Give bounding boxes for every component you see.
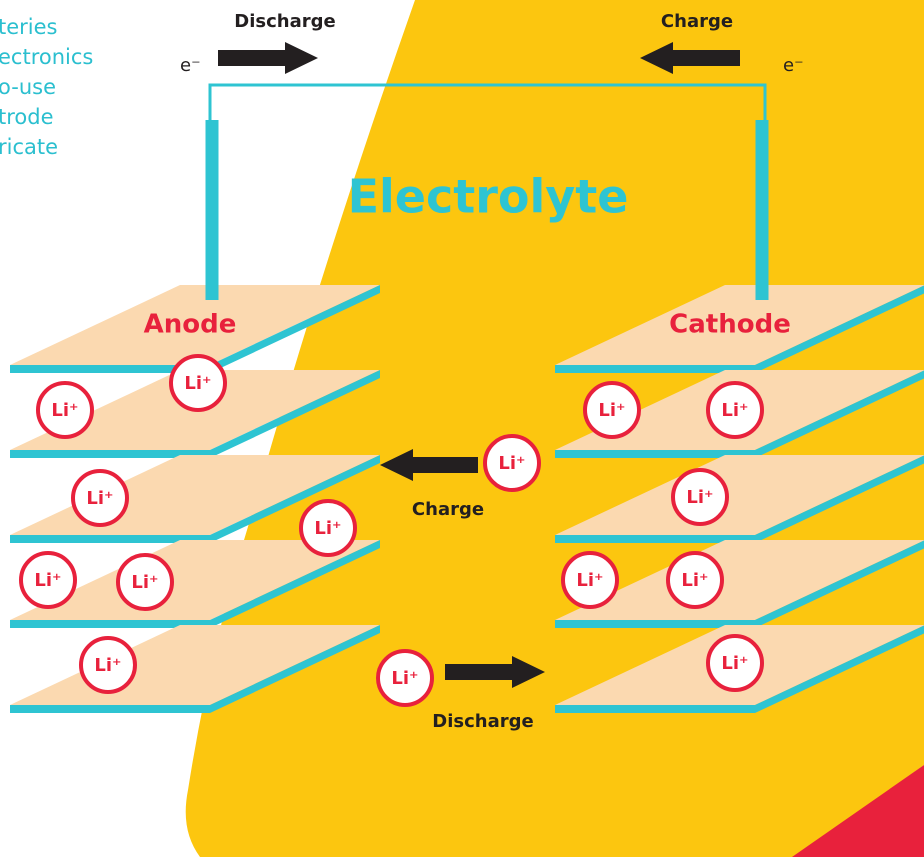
electrolyte-label: Electrolyte (348, 170, 629, 224)
electron-label: e⁻ (783, 55, 804, 76)
discharge-label: Discharge (432, 711, 533, 732)
ion-label: Li⁺ (314, 518, 341, 539)
ion-label: Li⁺ (686, 487, 713, 508)
ion-label: Li⁺ (51, 400, 78, 421)
anode-label: Anode (144, 310, 237, 340)
side-text-line: trode (0, 105, 54, 129)
ion: Li⁺ (708, 636, 762, 690)
discharge-arrow (218, 42, 318, 74)
ion-label: Li⁺ (598, 400, 625, 421)
ion-label: Li⁺ (131, 572, 158, 593)
cathode-label: Cathode (669, 310, 791, 340)
ion: Li⁺ (21, 553, 75, 607)
side-text-line: teries (0, 15, 57, 39)
charge-label: Charge (661, 11, 733, 32)
ion: Li⁺ (585, 383, 639, 437)
ion: Li⁺ (171, 356, 225, 410)
ion-label: Li⁺ (34, 570, 61, 591)
ion: Li⁺ (118, 555, 172, 609)
ion-label: Li⁺ (86, 488, 113, 509)
side-text-line: ricate (0, 135, 58, 159)
side-text-line: ectronics (0, 45, 93, 69)
ion-label: Li⁺ (721, 653, 748, 674)
ion: Li⁺ (81, 638, 135, 692)
ion: Li⁺ (485, 436, 539, 490)
ion-label: Li⁺ (498, 453, 525, 474)
ion-label: Li⁺ (94, 655, 121, 676)
ion-label: Li⁺ (391, 668, 418, 689)
ion: Li⁺ (673, 470, 727, 524)
ion: Li⁺ (563, 553, 617, 607)
ion: Li⁺ (668, 553, 722, 607)
ion: Li⁺ (708, 383, 762, 437)
ion-label: Li⁺ (681, 570, 708, 591)
ion-label: Li⁺ (576, 570, 603, 591)
discharge-label: Discharge (234, 11, 335, 32)
diagram: teries ectronics o-use trode ricate Discharg… (0, 0, 924, 857)
ion-label: Li⁺ (721, 400, 748, 421)
side-text: teries ectronics o-use trode ricate (0, 15, 93, 159)
electron-label: e⁻ (180, 55, 201, 76)
side-text-line: o-use (0, 75, 56, 99)
ion: Li⁺ (73, 471, 127, 525)
ion: Li⁺ (38, 383, 92, 437)
ion: Li⁺ (301, 501, 355, 555)
charge-label: Charge (412, 499, 484, 520)
ion-label: Li⁺ (184, 373, 211, 394)
ion: Li⁺ (378, 651, 432, 705)
